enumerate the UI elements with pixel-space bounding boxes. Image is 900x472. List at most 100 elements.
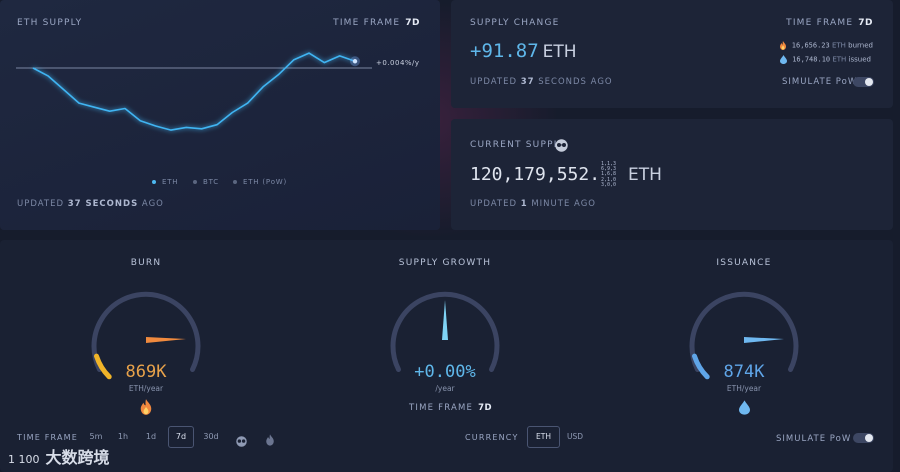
eth-glasses-icon — [555, 137, 568, 152]
issuance-gauge — [689, 291, 799, 380]
supply-change-unit: ETH — [542, 42, 577, 62]
supply-change-value: +91.87 — [470, 40, 539, 62]
legend-eth-pow-dot — [233, 180, 237, 184]
issuance-unit: ETH/year — [726, 384, 762, 393]
burn-gauge-track — [91, 291, 201, 372]
supply-growth-gauge-track — [390, 291, 500, 372]
updated-suffix: AGO — [141, 199, 164, 209]
current-supply-updated: UPDATED 1 MINUTE AGO — [470, 199, 596, 209]
time-frame-7d[interactable]: 7d — [168, 426, 194, 448]
watermark-logo: 1 100 — [8, 453, 40, 466]
supply-change-time-frame[interactable]: TIME FRAME 7d — [786, 18, 873, 28]
decimal-row: 1,6,8 — [601, 171, 617, 178]
supply-change-panel: SUPPLY CHANGE TIME FRAME 7d +91.87 ETH 16,… — [451, 0, 893, 108]
issued-label: issued — [848, 55, 871, 64]
supply-growth-gauge-needle — [442, 300, 448, 340]
time-frame-1h[interactable]: 1h — [117, 432, 129, 441]
burned-unit: ETH — [831, 41, 846, 50]
bottom-simulate-pow-toggle[interactable] — [853, 433, 874, 443]
burn-gauge-fill — [94, 353, 112, 380]
eth-supply-series-line — [32, 52, 356, 131]
flame-icon[interactable] — [265, 431, 275, 446]
issuance-value: 874K — [723, 362, 765, 382]
burned-value: 16,656.23 — [791, 41, 830, 50]
time-frame-label: TIME FRAME — [333, 18, 401, 28]
time-frame-1d[interactable]: 1d — [145, 432, 157, 441]
flame-icon — [139, 399, 153, 415]
decimal-row: 6,9,3 — [601, 166, 617, 173]
toggle-knob — [865, 78, 873, 86]
time-frame-value: 7d — [478, 403, 493, 413]
updated-prefix: UPDATED — [470, 199, 518, 209]
currency-usd[interactable]: USD — [566, 432, 584, 441]
bottom-time-frame-label: TIME FRAME — [17, 433, 79, 442]
currency-eth[interactable]: ETH — [527, 426, 560, 448]
flame-icon — [779, 41, 787, 50]
simulate-pow-label: SIMULATE PoW — [782, 77, 858, 87]
legend-eth-pow[interactable]: ETH (PoW) — [233, 178, 287, 186]
issuance-title: ISSUANCE — [716, 258, 772, 268]
decimal-row: 3,0,0 — [601, 181, 617, 188]
legend-eth[interactable]: ETH — [152, 178, 178, 186]
eth-supply-title: ETH SUPPLY — [17, 18, 83, 28]
current-supply-title: CURRENT SUPPLY — [470, 140, 566, 150]
issued-value: 16,748.10 — [792, 55, 831, 64]
decimal-row: 2,1,0 — [601, 176, 617, 183]
gauges-panel: BURN 869K ETH/year SUPPLY GROWTH +0.00% … — [0, 240, 893, 472]
burn-gauge — [91, 291, 201, 380]
bottom-simulate-pow-label: SIMULATE PoW — [776, 434, 852, 444]
burn-gauge-needle — [146, 337, 186, 343]
updated-value: 1 — [520, 199, 528, 209]
simulate-pow-toggle[interactable] — [853, 77, 874, 87]
current-supply-panel: CURRENT SUPPLY 120,179,552. 1,1,3 6,9,3 … — [451, 119, 893, 230]
latest-point[interactable] — [352, 59, 358, 64]
updated-prefix: UPDATED — [17, 199, 65, 209]
burned-label: burned — [848, 41, 873, 50]
issued-unit: ETH — [832, 55, 847, 64]
time-frame-value: 7d — [858, 18, 873, 28]
updated-value: 37 SECONDS — [67, 199, 139, 209]
burn-unit: ETH/year — [128, 384, 164, 393]
legend-btc[interactable]: BTC — [193, 178, 219, 186]
time-frame-label: TIME FRAME — [409, 403, 474, 413]
issuance-gauge-track — [689, 291, 799, 372]
supply-change-value-row: +91.87 ETH — [470, 40, 577, 62]
updated-suffix: SECONDS AGO — [538, 77, 613, 87]
supply-growth-unit: /year — [435, 384, 455, 393]
supply-growth-gauge — [390, 291, 500, 372]
updated-prefix: UPDATED — [470, 77, 518, 87]
eth-supply-updated: UPDATED 37 SECONDS AGO — [17, 199, 164, 209]
issuance-gauge-fill — [692, 353, 710, 380]
time-frame-30d[interactable]: 30d — [203, 432, 219, 441]
eth-supply-panel: ETH SUPPLY TIME FRAME 7d +0.004%/y ETH BT… — [0, 0, 440, 230]
updated-suffix: MINUTE AGO — [531, 199, 596, 209]
droplet-icon — [780, 55, 788, 64]
burn-value: 869K — [125, 362, 167, 382]
supply-growth-value: +0.00% — [414, 362, 476, 382]
current-supply-unit: ETH — [628, 165, 662, 185]
time-frame-5m[interactable]: 5m — [89, 432, 103, 441]
supply-change-title: SUPPLY CHANGE — [470, 18, 560, 28]
issued-row: 16,748.10 ETH issued — [780, 55, 871, 64]
burned-row: 16,656.23 ETH burned — [779, 41, 873, 50]
time-frame-value: 7d — [405, 18, 420, 28]
decimal-row: 1,1,3 — [601, 161, 617, 167]
legend-btc-dot — [193, 180, 197, 184]
current-supply-decimals: 1,1,3 6,9,3 1,6,8 2,1,0 3,0,0 — [601, 161, 625, 188]
watermark: 1 100 大数跨境 — [8, 444, 110, 468]
time-frame-label: TIME FRAME — [786, 18, 854, 28]
supply-growth-time-frame[interactable]: TIME FRAME 7d — [409, 403, 492, 413]
reference-line-label: +0.004%/y — [376, 59, 420, 67]
issuance-gauge-needle — [744, 337, 784, 343]
legend-eth-dot — [152, 180, 156, 184]
legend-eth-pow-label: ETH (PoW) — [243, 178, 288, 186]
eth-glasses-icon[interactable] — [236, 432, 247, 447]
supply-growth-title: SUPPLY GROWTH — [398, 258, 492, 268]
eth-supply-time-frame[interactable]: TIME FRAME 7d — [333, 18, 420, 28]
updated-value: 37 — [520, 77, 535, 87]
supply-change-updated: UPDATED 37 SECONDS AGO — [470, 77, 613, 87]
legend-eth-label: ETH — [162, 178, 179, 186]
toggle-knob — [865, 434, 873, 442]
current-supply-value: 120,179,552. — [470, 164, 601, 185]
eth-supply-chart — [16, 52, 372, 131]
